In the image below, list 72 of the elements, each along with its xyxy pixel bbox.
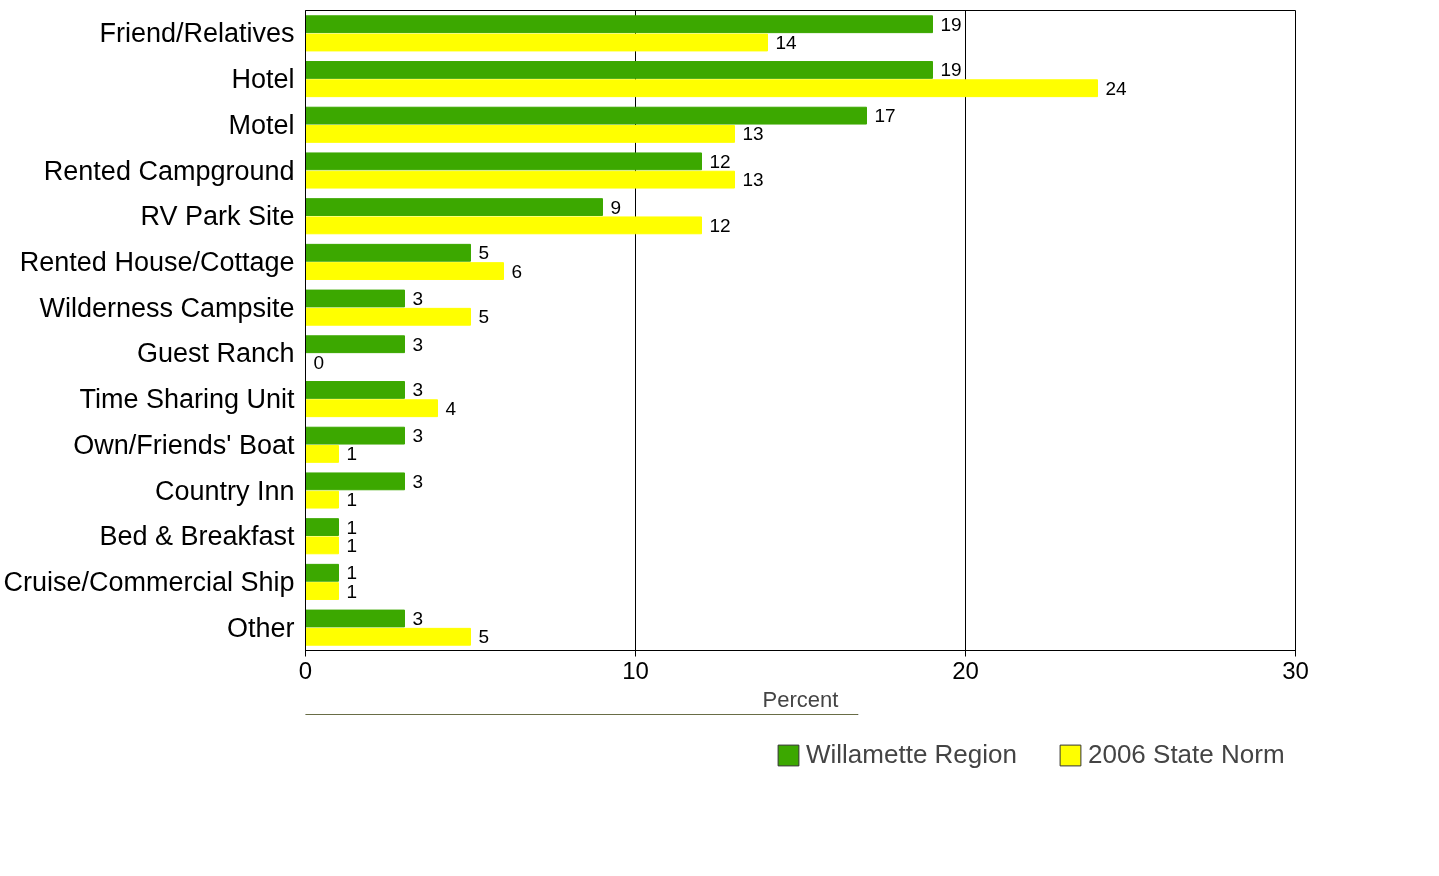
bar [305, 15, 933, 34]
data-label: 3 [412, 379, 424, 401]
data-label: 3 [412, 470, 424, 492]
y-tick-label: Motel [228, 109, 295, 140]
bar [305, 582, 339, 600]
data-label: 5 [478, 626, 490, 648]
bar [305, 307, 471, 326]
data-label: 14 [775, 32, 798, 53]
y-tick-label: Hotel [231, 64, 295, 95]
x-tick-label: 20 [952, 656, 979, 684]
x-axis-title: Percent [762, 686, 839, 712]
bar [305, 399, 438, 418]
y-tick-label: Cruise/Commercial Ship [3, 566, 295, 597]
y-tick-label: Other [226, 612, 295, 643]
bar [305, 198, 603, 216]
bar [305, 33, 768, 52]
y-tick-label: RV Park Site [140, 201, 295, 232]
bar [305, 243, 471, 262]
bar [305, 262, 504, 280]
x-tick-label: 0 [298, 656, 313, 684]
y-tick-label: Own/Friends' Boat [73, 429, 295, 460]
bar [305, 61, 933, 79]
data-label: 12 [709, 214, 731, 236]
bar [305, 563, 339, 582]
bar [305, 445, 339, 463]
bar [305, 170, 735, 189]
bar [305, 289, 405, 308]
data-label: 1 [346, 489, 358, 511]
bar [305, 216, 702, 235]
bar [305, 381, 405, 399]
legend-label: Willamette Region [806, 739, 1017, 770]
bar [305, 609, 405, 628]
data-label: 4 [445, 397, 457, 419]
y-tick-label: Country Inn [154, 475, 295, 506]
bar [305, 426, 405, 445]
data-label: 3 [412, 425, 424, 447]
data-label: 17 [874, 105, 896, 127]
bar [305, 490, 339, 509]
data-label: 3 [412, 608, 424, 629]
bar [305, 472, 405, 491]
y-tick-label: Bed & Breakfast [99, 521, 295, 552]
bar [305, 152, 702, 171]
bar [305, 335, 405, 354]
data-label: 9 [610, 196, 622, 218]
bar [305, 125, 735, 143]
y-tick-label: Guest Ranch [136, 338, 295, 369]
bar [305, 536, 339, 555]
bar [305, 627, 471, 646]
data-label: 19 [940, 59, 962, 81]
y-tick-label: Rented Campground [43, 155, 295, 186]
data-label: 13 [742, 123, 764, 145]
bar [305, 79, 1098, 98]
legend-label: 2006 State Norm [1087, 739, 1285, 770]
bar [305, 518, 339, 536]
x-tick-label: 30 [1282, 656, 1309, 684]
data-label: 24 [1105, 77, 1128, 99]
data-label: 5 [478, 306, 490, 328]
data-label: 13 [742, 169, 764, 191]
x-tick-label: 10 [622, 656, 649, 684]
data-label: 3 [412, 333, 424, 355]
y-tick-label: Wilderness Campsite [39, 292, 295, 323]
data-label: 1 [346, 443, 358, 465]
data-label: 3 [412, 288, 424, 309]
y-tick-label: Friend/Relatives [99, 18, 295, 49]
bar [305, 106, 867, 125]
y-tick-label: Rented House/Cottage [19, 246, 295, 277]
data-label: 19 [940, 13, 962, 35]
data-label: 6 [511, 260, 523, 282]
data-label: 12 [709, 150, 731, 172]
data-label: 0 [313, 352, 325, 373]
data-label: 5 [478, 242, 490, 264]
y-tick-label: Time Sharing Unit [79, 384, 295, 415]
